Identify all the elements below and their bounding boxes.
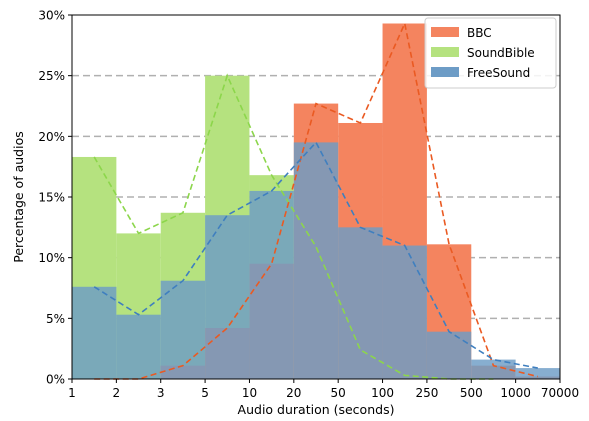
x-tick-label: 20 xyxy=(286,386,301,400)
x-axis-title: Audio duration (seconds) xyxy=(238,402,395,417)
y-tick-label: 30% xyxy=(38,9,65,23)
x-tick-label: 5 xyxy=(201,386,209,400)
freesound-bar xyxy=(116,314,161,379)
x-tick-label: 1 xyxy=(68,386,76,400)
y-tick-label: 5% xyxy=(46,312,65,326)
y-tick-label: 0% xyxy=(46,373,65,387)
freesound-bar xyxy=(471,359,516,379)
histogram-bars xyxy=(72,23,560,380)
soundbible-legend-swatch xyxy=(431,47,459,57)
freesound-bar xyxy=(426,331,472,379)
freesound-bar xyxy=(338,227,383,379)
y-axis-title: Percentage of audios xyxy=(11,131,26,262)
x-axis-ticks: 1 2 3 5 10 20 50 100 250 500 1000 70000 xyxy=(68,379,579,400)
x-tick-label: 50 xyxy=(331,386,346,400)
frequency-polygon-lines xyxy=(93,20,539,380)
x-tick-label: 3 xyxy=(157,386,165,400)
freesound-bar xyxy=(72,286,117,379)
y-tick-label: 10% xyxy=(38,251,65,265)
y-tick-label: 15% xyxy=(38,191,65,205)
bbc-trend-line xyxy=(94,20,539,380)
x-tick-label: 70000 xyxy=(541,386,579,400)
x-tick-label: 1000 xyxy=(500,386,531,400)
freesound-bar xyxy=(293,142,339,379)
freesound-trend-line xyxy=(93,141,538,369)
bbc-legend-label: BBC xyxy=(467,26,492,40)
bbc-legend-swatch xyxy=(431,27,459,37)
x-tick-label: 10 xyxy=(242,386,257,400)
soundbible-trend-line xyxy=(93,73,494,380)
x-tick-label: 2 xyxy=(113,386,121,400)
freesound-bar xyxy=(205,215,250,379)
freesound-legend-swatch xyxy=(431,67,459,77)
soundbible-legend-label: SoundBible xyxy=(467,46,535,60)
freesound-bar xyxy=(382,245,427,379)
freesound-legend-label: FreeSound xyxy=(467,66,530,80)
y-axis-ticks: 0% 5% 10% 15% 20% 25% 30% xyxy=(38,9,72,387)
x-tick-label: 100 xyxy=(371,386,394,400)
legend: BBC SoundBible FreeSound xyxy=(424,17,557,89)
x-tick-label: 500 xyxy=(460,386,483,400)
freesound-bar xyxy=(515,368,560,379)
x-tick-label: 250 xyxy=(415,386,438,400)
y-tick-label: 20% xyxy=(38,130,65,144)
y-tick-label: 25% xyxy=(38,69,65,83)
freesound-bar xyxy=(160,280,206,379)
